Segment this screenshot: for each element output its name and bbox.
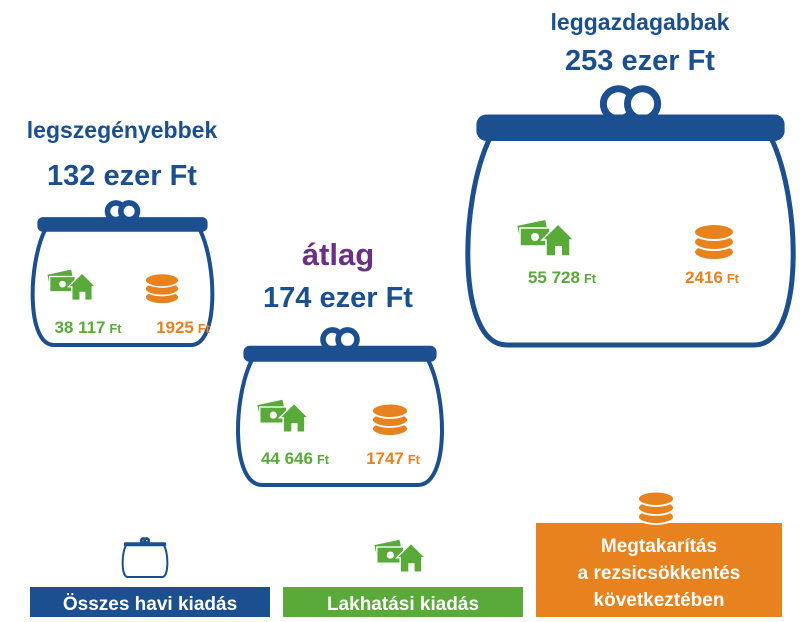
savings-unit: Ft xyxy=(408,452,421,467)
purse-total: 253 ezer Ft xyxy=(565,45,715,77)
savings-value: 1925 xyxy=(156,318,194,337)
legend-total: Összes havi kiadás xyxy=(63,594,237,615)
housing-value: 38 117 xyxy=(54,318,105,337)
purse xyxy=(30,200,215,347)
purse-frame xyxy=(476,114,785,141)
legend-savings-line: következtében xyxy=(594,590,725,611)
coin xyxy=(371,402,409,419)
purse-total: 174 ezer Ft xyxy=(263,282,413,314)
housing-amount: 38 117 Ft xyxy=(54,318,122,337)
housing-icon xyxy=(372,538,428,573)
housing-amount: 44 646 Ft xyxy=(261,449,330,468)
purse-label: átlag xyxy=(302,237,374,272)
savings-value: 1747 xyxy=(366,449,404,468)
housing-amount: 55 728 Ft xyxy=(528,268,597,287)
house-door xyxy=(79,291,86,301)
purse-body xyxy=(236,359,444,487)
housing-unit: Ft xyxy=(110,321,123,336)
purse-frame xyxy=(243,345,437,362)
bill-mark xyxy=(269,411,277,419)
bill-mark xyxy=(59,280,66,288)
housing-icon xyxy=(255,398,311,433)
purse-frame xyxy=(123,542,167,547)
legend-savings-line: Megtakarítás xyxy=(601,536,717,557)
savings-unit: Ft xyxy=(727,271,740,286)
purse-total: 132 ezer Ft xyxy=(47,160,197,192)
purse-clasp xyxy=(143,537,151,545)
legend-savings-box xyxy=(536,523,782,617)
savings-unit: Ft xyxy=(198,321,211,336)
purse-body xyxy=(465,137,796,348)
savings-amount: 1747 Ft xyxy=(366,449,421,468)
purse-clasp xyxy=(623,85,662,123)
savings-amount: 2416 Ft xyxy=(685,268,740,287)
purse-clasp xyxy=(118,200,141,223)
housing-icon xyxy=(515,218,576,257)
purse-label: legszegényebbek xyxy=(27,117,218,143)
legend-savings-line: a rezsicsökkentés xyxy=(578,563,741,584)
housing-icon xyxy=(45,268,98,301)
purse-body xyxy=(30,229,215,347)
house-door xyxy=(555,246,562,256)
house xyxy=(277,402,311,433)
bill-mark xyxy=(531,233,539,241)
coin xyxy=(144,272,180,288)
housing-value: 44 646 xyxy=(261,449,313,468)
house-door xyxy=(291,423,298,433)
coin xyxy=(637,490,675,507)
housing-unit: Ft xyxy=(317,452,330,467)
house xyxy=(540,222,576,257)
house-door xyxy=(408,563,415,573)
coin xyxy=(693,223,735,241)
house xyxy=(394,542,428,573)
bill-mark xyxy=(386,551,394,559)
house xyxy=(66,272,98,301)
legend-housing-box xyxy=(283,587,523,617)
purse-frame xyxy=(37,217,208,232)
purse xyxy=(121,537,169,578)
savings-amount: 1925 Ft xyxy=(156,318,211,337)
legend-total-box xyxy=(30,587,270,617)
housing-value: 55 728 xyxy=(528,268,580,287)
coins-icon xyxy=(371,402,409,437)
purse-body xyxy=(121,545,169,578)
housing-unit: Ft xyxy=(584,271,597,286)
purse-label: leggazdagabbak xyxy=(551,9,730,35)
savings-value: 2416 xyxy=(685,268,723,287)
purse xyxy=(465,85,796,348)
purse xyxy=(236,327,444,487)
coins-icon xyxy=(144,272,180,305)
coins-icon xyxy=(693,223,735,261)
coins-icon xyxy=(637,490,675,525)
legend-housing: Lakhatási kiadás xyxy=(327,594,479,615)
